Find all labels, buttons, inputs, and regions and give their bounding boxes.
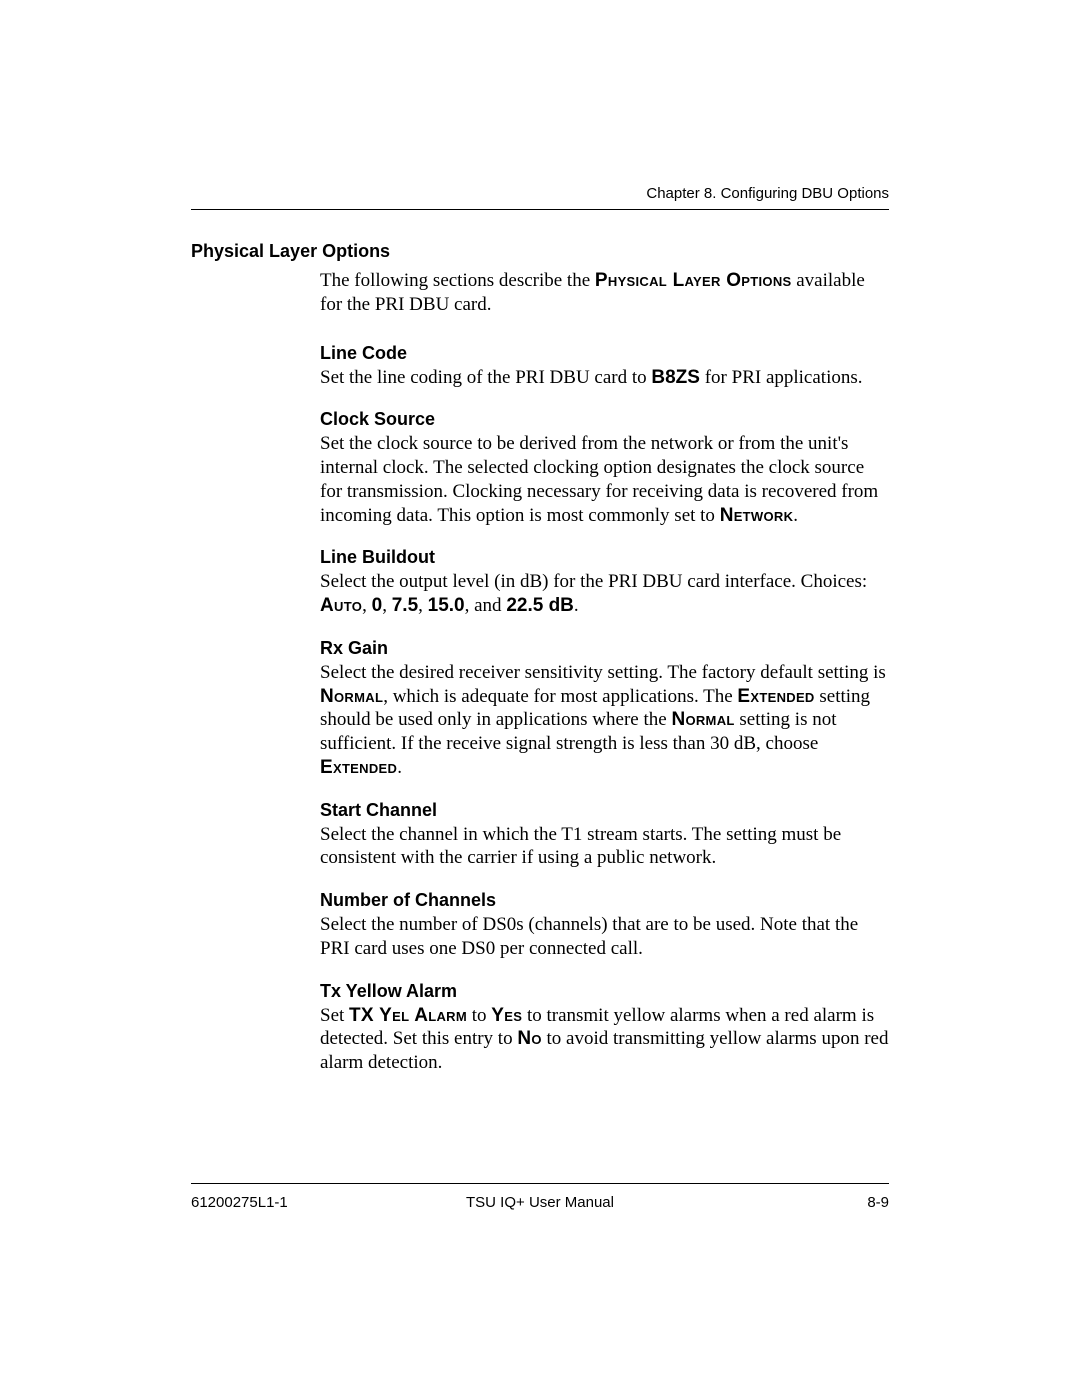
text: . — [397, 757, 402, 778]
text: , — [418, 595, 428, 616]
subsection-heading: Tx Yellow Alarm — [320, 981, 889, 1002]
smallcaps-text: Yes — [491, 1005, 522, 1026]
bold-text: 7.5 — [392, 595, 418, 616]
text: , which is adequate for most application… — [383, 686, 737, 707]
subsection-heading: Line Buildout — [320, 547, 889, 568]
subsection-heading: Start Channel — [320, 800, 889, 821]
subsection-body: Select the number of DS0s (channels) tha… — [320, 913, 889, 961]
subsection-rx-gain: Rx Gain Select the desired receiver sens… — [320, 638, 889, 780]
subsection-body: Set the clock source to be derived from … — [320, 432, 889, 527]
footer-rule — [191, 1183, 889, 1184]
header-rule — [191, 209, 889, 210]
subsection-start-channel: Start Channel Select the channel in whic… — [320, 800, 889, 871]
text: , — [382, 595, 392, 616]
smallcaps-text: Physical Layer Options — [595, 270, 792, 291]
subsection-body: Set TX Yel Alarm to Yes to transmit yell… — [320, 1004, 889, 1075]
footer-center: TSU IQ+ User Manual — [191, 1194, 889, 1211]
subsection-num-channels: Number of Channels Select the number of … — [320, 890, 889, 961]
bold-text: B8ZS — [651, 367, 700, 388]
smallcaps-text: Extended — [320, 757, 397, 778]
document-page: Chapter 8. Configuring DBU Options Physi… — [0, 0, 1080, 1397]
footer-right: 8-9 — [867, 1194, 889, 1211]
subsection-heading: Clock Source — [320, 409, 889, 430]
subsection-line-buildout: Line Buildout Select the output level (i… — [320, 547, 889, 618]
smallcaps-text: Normal — [671, 709, 734, 730]
subsection-body: Select the desired receiver sensitivity … — [320, 661, 889, 780]
subsection-heading: Number of Channels — [320, 890, 889, 911]
text: . — [793, 505, 798, 526]
text: for PRI applications. — [700, 367, 863, 388]
bold-text: 22.5 dB — [506, 595, 574, 616]
subsection-body: Select the channel in which the T1 strea… — [320, 823, 889, 871]
subsection-body: Set the line coding of the PRI DBU card … — [320, 366, 889, 390]
running-header: Chapter 8. Configuring DBU Options — [646, 185, 889, 202]
smallcaps-text: Network — [720, 505, 794, 526]
smallcaps-text: Extended — [737, 686, 814, 707]
text: Set — [320, 1005, 349, 1026]
smallcaps-text: No — [517, 1028, 541, 1049]
subsection-clock-source: Clock Source Set the clock source to be … — [320, 409, 889, 527]
text: . — [574, 595, 579, 616]
subsection-body: Select the output level (in dB) for the … — [320, 570, 889, 618]
text: Set the line coding of the PRI DBU card … — [320, 367, 651, 388]
text: , and — [465, 595, 507, 616]
subsection-heading: Rx Gain — [320, 638, 889, 659]
smallcaps-text: Auto — [320, 595, 362, 616]
text: The following sections describe the — [320, 270, 595, 291]
intro-paragraph: The following sections describe the Phys… — [320, 269, 889, 317]
text: Select the output level (in dB) for the … — [320, 571, 867, 592]
text: , — [362, 595, 372, 616]
section-title: Physical Layer Options — [191, 241, 390, 262]
subsection-heading: Line Code — [320, 343, 889, 364]
smallcaps-text: Normal — [320, 686, 383, 707]
bold-text: 0 — [372, 595, 383, 616]
smallcaps-text: TX Yel Alarm — [349, 1005, 467, 1026]
body-column: The following sections describe the Phys… — [320, 269, 889, 1095]
bold-text: 15.0 — [428, 595, 465, 616]
subsection-line-code: Line Code Set the line coding of the PRI… — [320, 343, 889, 390]
subsection-tx-yellow: Tx Yellow Alarm Set TX Yel Alarm to Yes … — [320, 981, 889, 1075]
text: Select the desired receiver sensitivity … — [320, 662, 886, 683]
text: to — [467, 1005, 491, 1026]
